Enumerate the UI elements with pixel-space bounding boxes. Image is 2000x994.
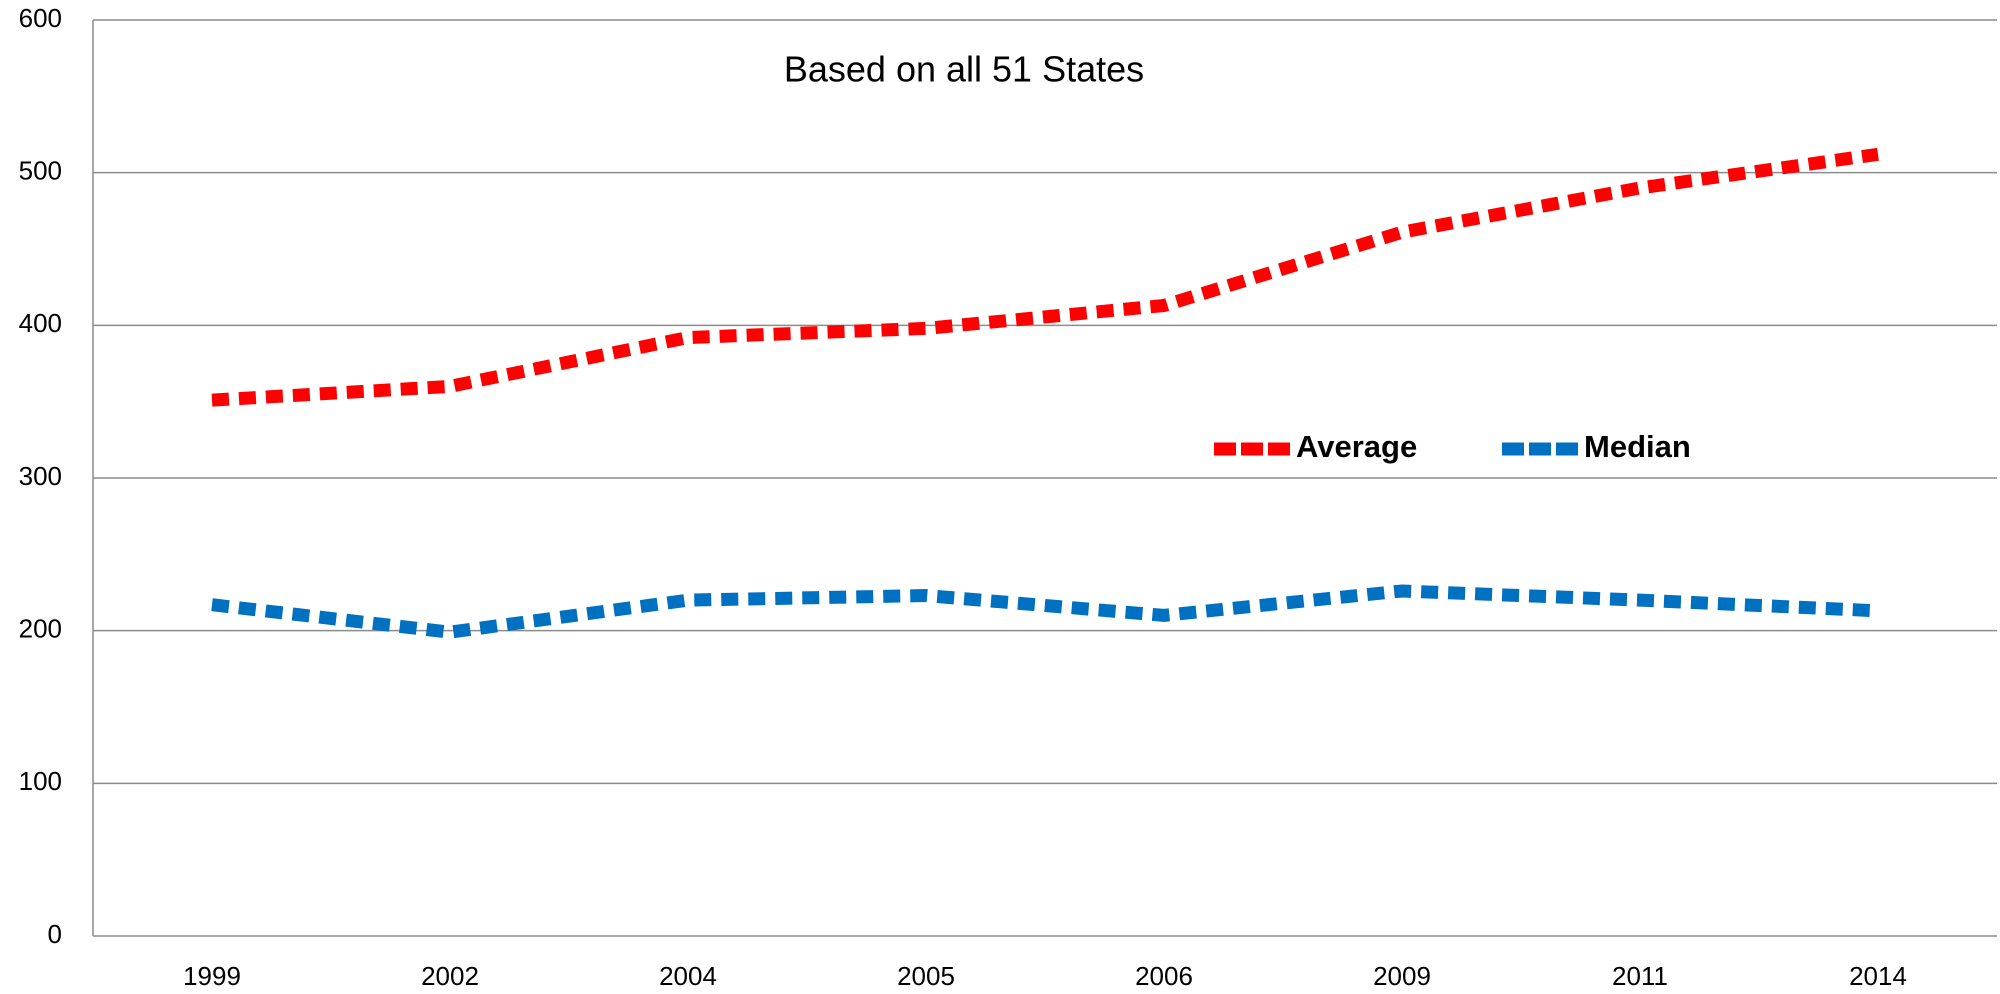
chart-annotation: Based on all 51 States (784, 49, 1144, 90)
x-tick-label: 2004 (659, 961, 717, 991)
y-tick-label: 400 (19, 308, 62, 338)
legend-label: Average (1296, 429, 1417, 464)
series-line (211, 584, 1879, 639)
legend-label: Median (1584, 429, 1691, 464)
y-tick-label: 100 (19, 766, 62, 796)
y-tick-label: 200 (19, 614, 62, 644)
x-tick-label: 2011 (1612, 961, 1668, 991)
x-tick-label: 2002 (421, 961, 479, 991)
x-tick-label: 2009 (1373, 961, 1431, 991)
y-tick-label: 500 (19, 156, 62, 186)
y-tick-label: 0 (48, 919, 62, 949)
x-tick-label: 2005 (897, 961, 955, 991)
y-tick-label: 600 (19, 3, 62, 33)
series-line (211, 147, 1879, 407)
x-tick-label: 2014 (1849, 961, 1907, 991)
x-tick-label: 1999 (183, 961, 241, 991)
y-tick-label: 300 (19, 461, 62, 491)
x-tick-label: 2006 (1135, 961, 1193, 991)
